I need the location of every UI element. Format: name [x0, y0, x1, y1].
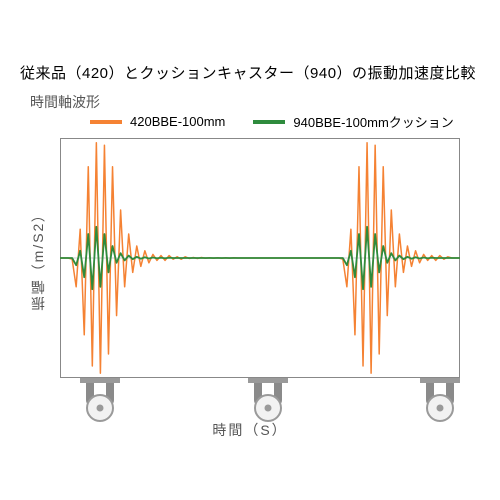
legend: 420BBE-100mm 940BBE-100mmクッション [90, 112, 454, 131]
legend-swatch-orange [90, 120, 122, 124]
y-axis-label: 振幅（m/S2） [28, 206, 48, 311]
legend-swatch-green [253, 120, 285, 124]
caster-icons-row [60, 378, 460, 422]
legend-label-940: 940BBE-100mmクッション [293, 112, 453, 131]
caster-icon [242, 378, 294, 422]
legend-item-420: 420BBE-100mm [90, 114, 225, 129]
caster-icon [414, 378, 466, 422]
legend-label-420: 420BBE-100mm [130, 114, 225, 129]
waveform-svg [60, 138, 460, 378]
caster-icon [74, 378, 126, 422]
x-axis-label: 時間（S） [0, 420, 500, 440]
subtitle: 時間軸波形 [30, 92, 100, 112]
plot-area [60, 138, 460, 378]
legend-item-940: 940BBE-100mmクッション [253, 112, 453, 131]
page-title: 従来品（420）とクッションキャスター（940）の振動加速度比較 [20, 62, 476, 83]
